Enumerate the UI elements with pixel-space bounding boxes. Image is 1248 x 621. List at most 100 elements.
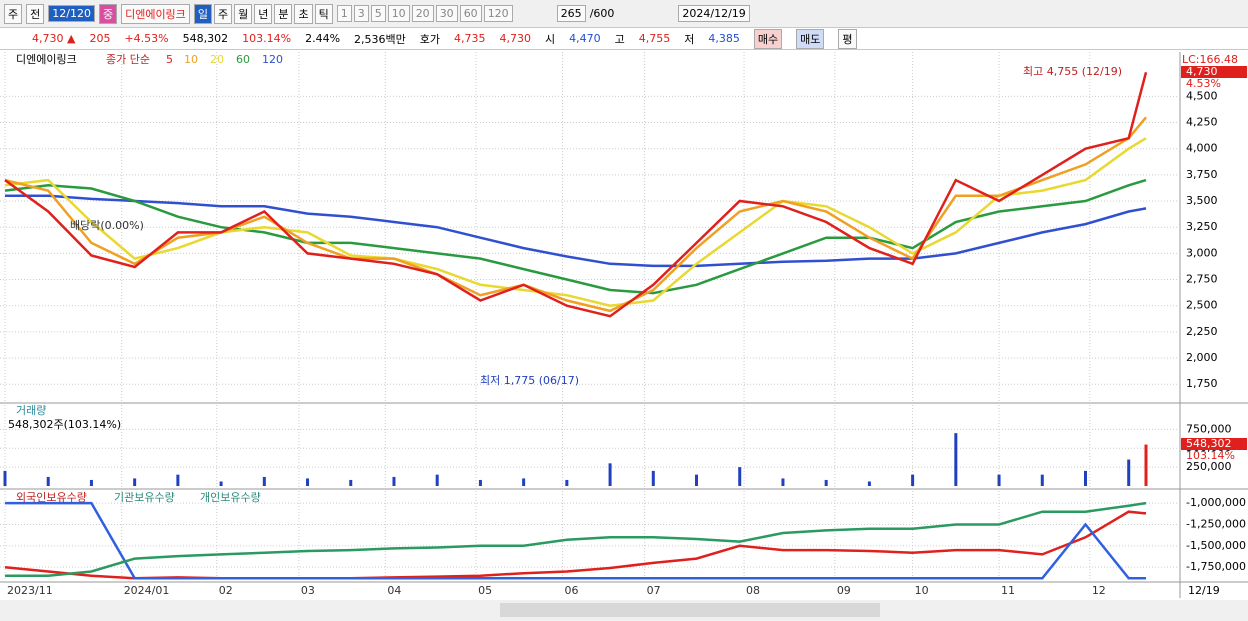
value-box — [1181, 66, 1247, 78]
stock-name[interactable]: 디엔에이링크 — [121, 3, 190, 24]
legend-entry: 60 — [236, 53, 250, 66]
volume-bar — [133, 478, 137, 486]
period[interactable]: 년 — [254, 3, 273, 24]
volume-bar — [478, 479, 482, 486]
y-tick-label: -1,750,000 — [1186, 560, 1246, 573]
y-tick-label: -1,500,000 — [1186, 539, 1246, 552]
series-line — [5, 194, 1147, 268]
total-count: /600 — [589, 7, 615, 20]
interval[interactable]: 60 — [459, 5, 482, 22]
x-tick-label: 09 — [837, 584, 851, 597]
quote-bar: 4,730 ▲ 205 +4.53% 548,302 103.14% 2.44%… — [0, 28, 1248, 50]
interval[interactable]: 20 — [411, 5, 434, 22]
open: 4,470 — [569, 32, 601, 45]
y-tick-label: 750,000 — [1186, 422, 1232, 435]
period[interactable]: 주 — [213, 3, 233, 24]
x-tick-label: 11 — [1001, 584, 1015, 597]
volume-bar — [565, 479, 569, 486]
period[interactable]: 월 — [234, 3, 253, 24]
volume-bar — [997, 474, 1001, 486]
change-label: 4.53% — [1186, 77, 1221, 90]
x-end-label: 12/19 — [1188, 584, 1220, 597]
y-tick-label: -1,250,000 — [1186, 517, 1246, 530]
prev[interactable]: 전 — [26, 3, 45, 24]
interval[interactable]: 10 — [387, 5, 410, 22]
period[interactable]: 분 — [274, 3, 293, 24]
volume-bar — [392, 476, 396, 486]
annotation: 배당락(0.00%) — [70, 219, 144, 232]
annotation: 최고 4,755 (12/19) — [1023, 65, 1122, 78]
y-tick-label: 4,000 — [1186, 142, 1218, 155]
ask-label: 호가 — [419, 32, 441, 46]
volume-bar — [1144, 444, 1148, 486]
period[interactable]: 틱 — [314, 3, 333, 24]
y-tick-label: -1,000,000 — [1186, 496, 1246, 509]
sell-button[interactable]: 매도 — [796, 28, 825, 49]
volume-bar — [1083, 470, 1087, 486]
intervals: 1 3 5 10 20 30 60 120 — [336, 5, 513, 22]
volume-bar — [695, 474, 699, 486]
volume-bar — [176, 474, 180, 486]
volume-bar — [46, 476, 50, 486]
lc-label: LC:166.48 — [1182, 53, 1238, 66]
interval[interactable]: 120 — [483, 5, 513, 22]
x-tick-label: 07 — [647, 584, 661, 597]
date[interactable]: 2024/12/19 — [678, 5, 750, 22]
price: 4,730 ▲ — [32, 32, 76, 45]
y-tick-label: 3,000 — [1186, 246, 1218, 259]
y-tick-label: 2,500 — [1186, 299, 1218, 312]
avg-button[interactable]: 평 — [838, 28, 857, 49]
interval[interactable]: 30 — [435, 5, 458, 22]
period[interactable]: 일 — [193, 3, 212, 24]
high-label: 고 — [614, 32, 625, 46]
y-tick-label: 3,750 — [1186, 168, 1218, 181]
x-tick-label: 05 — [478, 584, 492, 597]
ratio-label: 103.14% — [1186, 449, 1235, 462]
low-label: 저 — [684, 32, 695, 46]
volume-bar — [651, 470, 655, 486]
mode[interactable]: 주 — [4, 3, 23, 24]
series-line — [4, 71, 1148, 318]
stock-badge: 중 — [98, 3, 118, 24]
volume-bar — [219, 481, 223, 486]
volume-bar — [781, 478, 785, 486]
legend-entry: 개인보유수량 — [200, 491, 261, 504]
count-input[interactable]: 12/120 — [48, 5, 95, 22]
series-line — [4, 137, 1147, 307]
interval[interactable]: 1 — [336, 5, 352, 22]
y-tick-label: 3,500 — [1186, 194, 1218, 207]
interval[interactable]: 3 — [353, 5, 369, 22]
y-tick-label: 4,250 — [1186, 116, 1218, 129]
series-line — [5, 501, 1146, 580]
buy-button[interactable]: 매수 — [753, 28, 783, 49]
x-tick-label: 04 — [387, 584, 401, 597]
series-line — [4, 510, 1147, 580]
interval[interactable]: 5 — [370, 5, 386, 22]
change-pct: +4.53% — [124, 32, 169, 45]
scroll-thumb[interactable] — [500, 603, 880, 617]
low: 4,385 — [708, 32, 740, 45]
y-tick-label: 250,000 — [1186, 460, 1232, 473]
volume-bar — [867, 481, 871, 486]
volume-bar — [3, 470, 7, 486]
volume-bar — [738, 467, 742, 486]
ask: 4,735 — [454, 32, 486, 45]
bid: 4,730 — [499, 32, 532, 45]
volume-ratio: 103.14% — [242, 32, 292, 45]
volume-bar — [911, 474, 915, 486]
last-value-label: 4,730 — [1186, 65, 1218, 78]
volume: 548,302 — [182, 32, 229, 45]
period[interactable]: 초 — [294, 3, 313, 24]
last-value-label: 548,302 — [1186, 437, 1232, 450]
y-tick-label: 3,250 — [1186, 220, 1218, 233]
legend-entry: 기관보유수량 — [114, 491, 175, 504]
volume-bar — [954, 433, 958, 486]
visible-count[interactable]: 265 — [556, 5, 586, 22]
volume-bar — [262, 476, 266, 486]
volume-bar — [1040, 474, 1044, 486]
y-tick-label: 2,250 — [1186, 325, 1218, 338]
x-tick-label: 03 — [301, 584, 315, 597]
